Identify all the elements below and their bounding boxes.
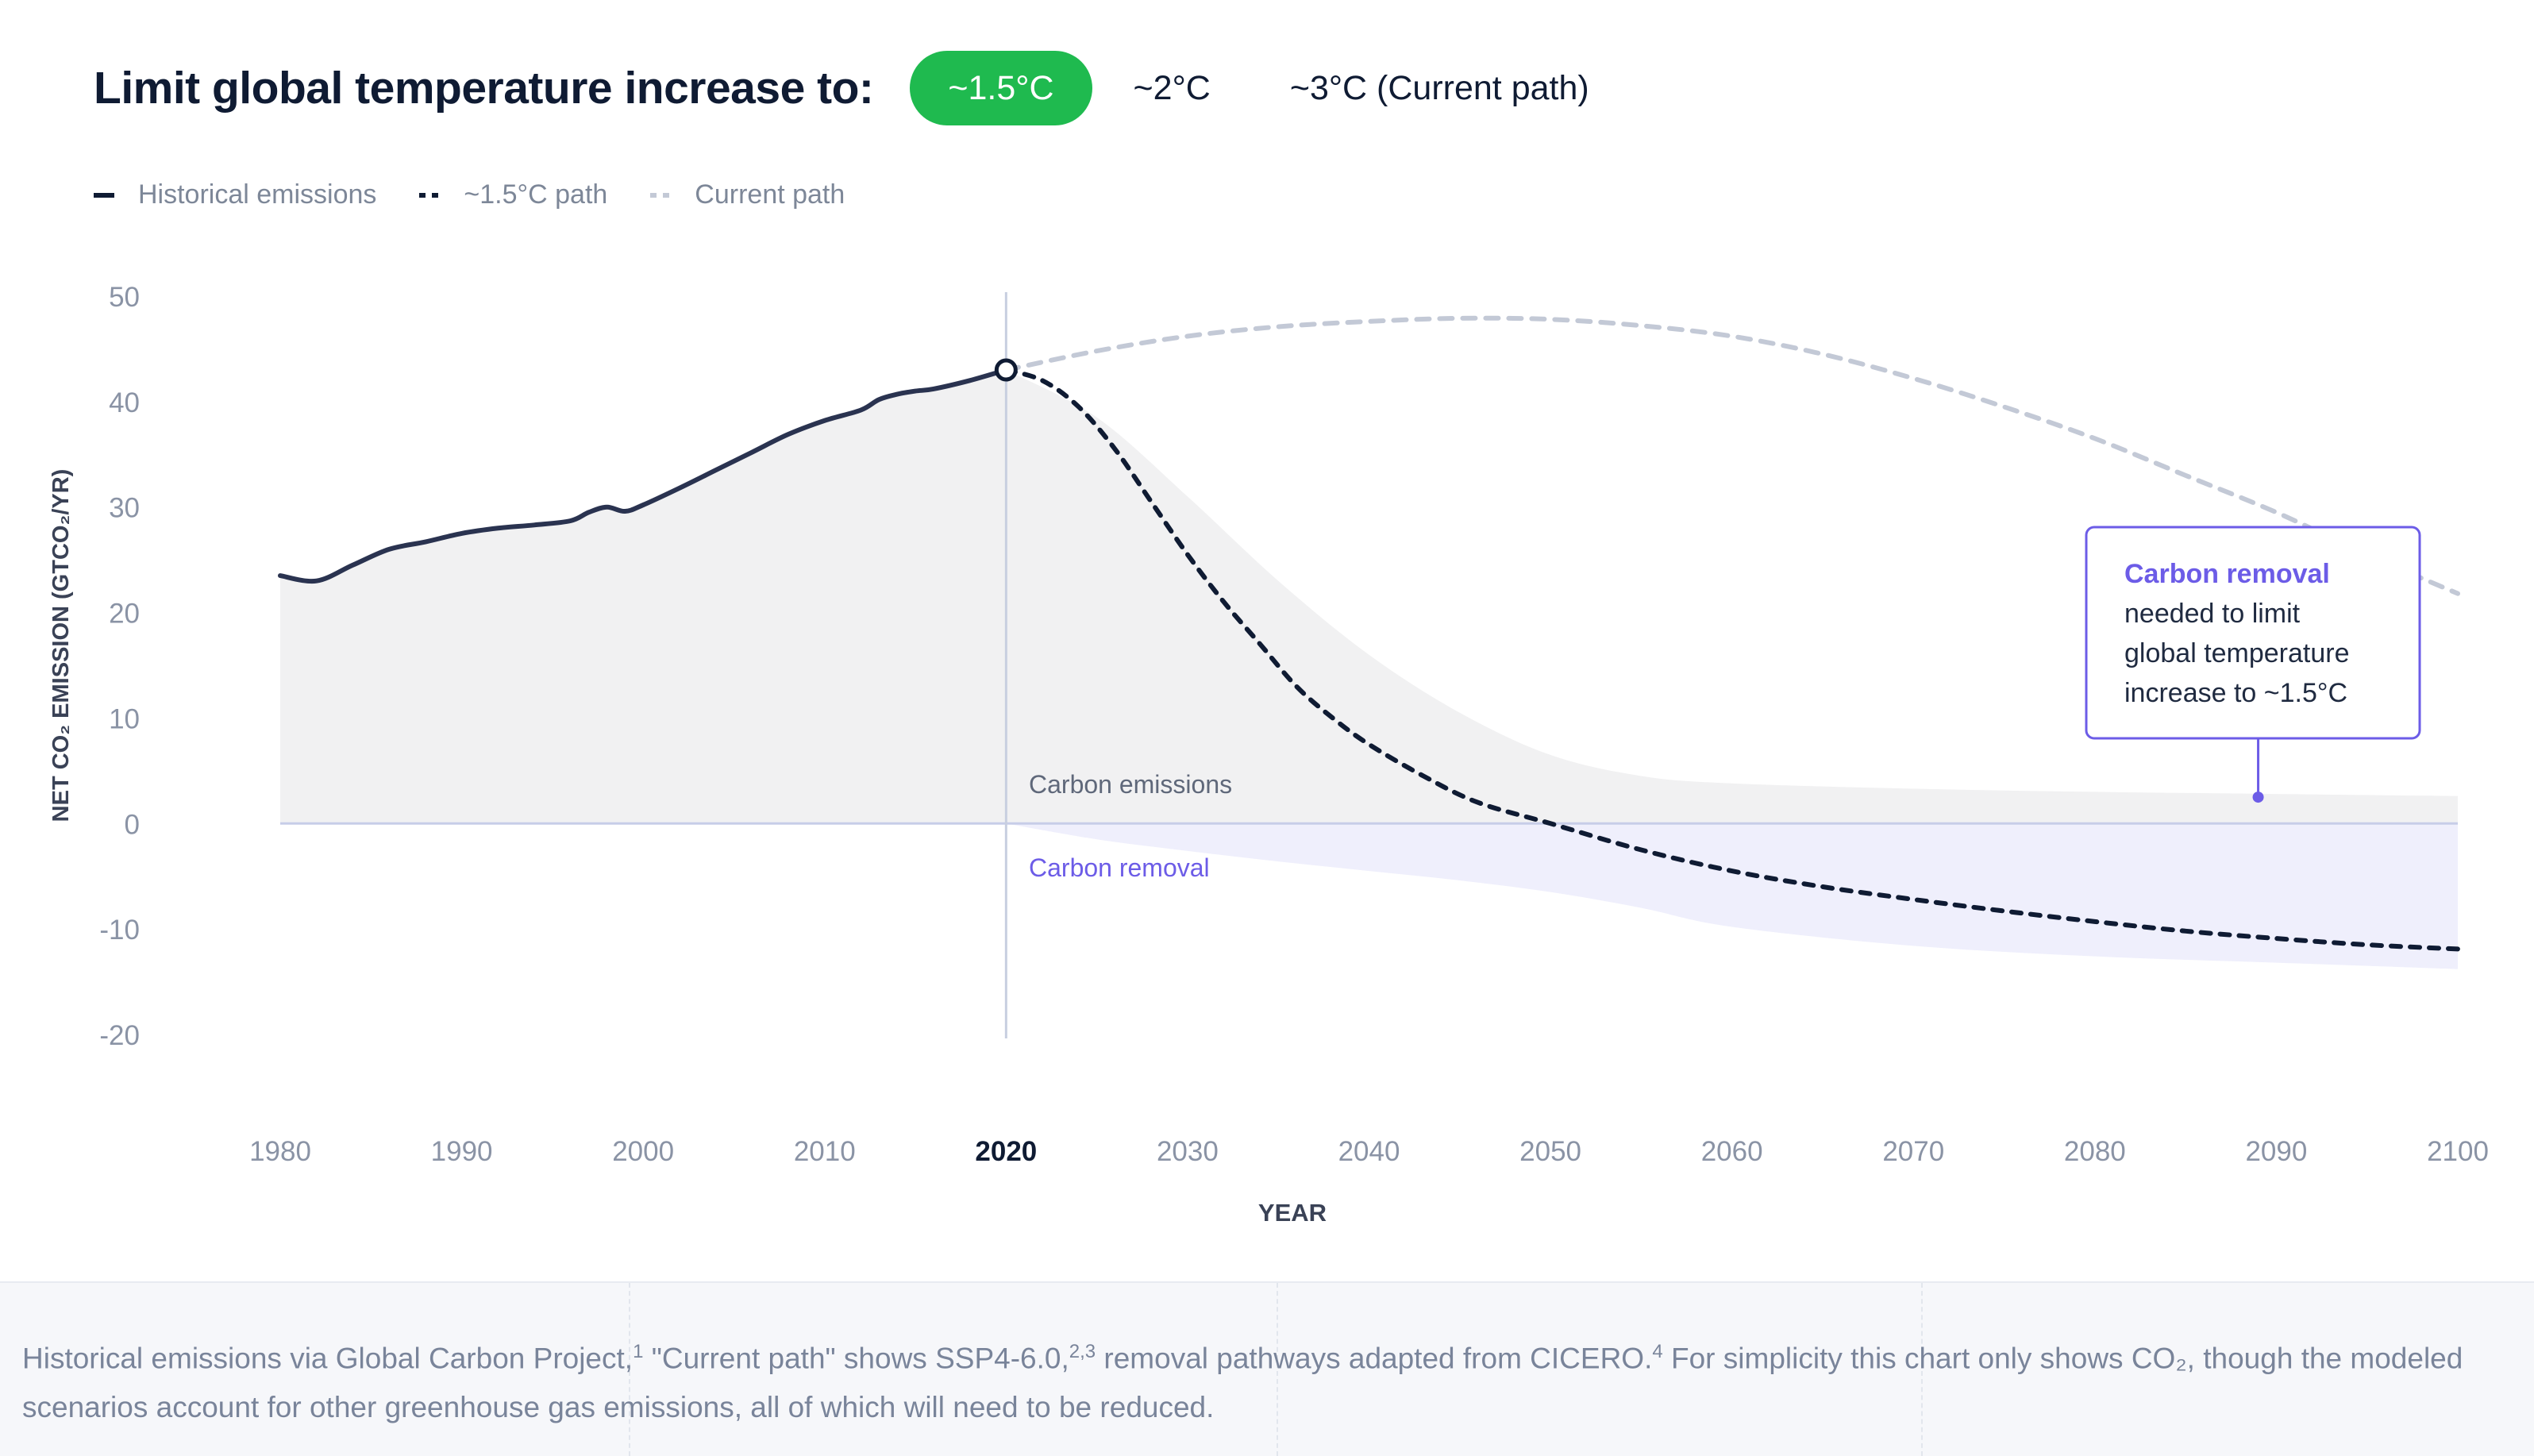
y-tick-label: 0 [125,809,140,840]
carbon-removal-area [1006,823,2458,969]
y-tick-label: 50 [109,282,140,313]
y-tick-label: 40 [109,387,140,418]
legend-item-1-5c-path: ~1.5°C path [419,179,607,210]
historical-emissions-line [278,368,1009,584]
x-tick-label: 2040 [1338,1136,1400,1167]
y-tick-label: 30 [109,493,140,524]
current-path-line [1003,315,2460,596]
historical-emissions-area [280,370,1007,824]
legend-label-historical: Historical emissions [138,179,377,210]
legend-swatch-current-path [650,192,672,198]
callout-title: Carbon removal [2124,559,2330,589]
x-tick-label: 2030 [1157,1136,1219,1167]
x-tick-label: 2060 [1701,1136,1763,1167]
y-tick-label: -20 [99,1020,140,1051]
labels-layer: Carbon emissions Carbon removal [1029,770,1232,882]
footnote-ref-4[interactable]: 4 [1652,1341,1663,1362]
x-tick-label: 2090 [2245,1136,2307,1167]
footnote-ref-1[interactable]: 1 [633,1341,644,1362]
legend-item-current-path: Current path [650,179,845,210]
y-axis-title: NET CO₂ EMISSION (GTCO₂/YR) [48,469,74,822]
callout-layer: Carbon removal needed to limit global temp… [2085,526,2421,803]
x-tick-label: 2070 [1882,1136,1944,1167]
callout-line: increase to ~1.5°C [2124,678,2347,708]
year-2020-marker [994,358,1018,382]
option-3c-button[interactable]: ~3°C (Current path) [1289,69,1589,107]
legend-swatch-historical [94,192,114,198]
option-1-5c-button[interactable]: ~1.5°C [910,51,1092,125]
y-tick-label: -10 [99,915,140,946]
1-5c-path-line [1003,368,2460,952]
chart-title: Limit global temperature increase to: [94,63,874,114]
x-tick-label: 2000 [612,1136,674,1167]
footer-note: Historical emissions via Global Carbon P… [22,1327,2483,1432]
footer-divider [1277,1283,1278,1456]
legend-label-current-path: Current path [695,179,845,210]
x-tick-label: 2050 [1519,1136,1581,1167]
y-tick-label: 20 [109,599,140,630]
footer-text-2: "Current path" shows SSP4-6.0, [643,1342,1069,1375]
footer-text-1: Historical emissions via Global Carbon P… [22,1342,634,1375]
callout-line: needed to limit [2124,599,2301,629]
footer-divider [629,1283,630,1456]
footer-text-3: removal pathways adapted from CICERO. [1096,1342,1653,1375]
x-tick-label: 2020 [975,1136,1037,1167]
x-tick-label: 1980 [249,1136,311,1167]
carbon-emissions-area [1006,370,2458,824]
x-axis-title: YEAR [1258,1199,1327,1227]
x-tick-label: 1990 [431,1136,493,1167]
callout-point [2252,792,2264,803]
series-layer [278,315,2460,952]
x-tick-label: 2080 [2064,1136,2126,1167]
areas-layer [280,370,2458,969]
legend-swatch-1-5c-path [419,192,441,198]
x-tick-label: 2100 [2427,1136,2489,1167]
carbon-emissions-label: Carbon emissions [1029,770,1232,799]
footer-divider [1921,1283,1923,1456]
header: Limit global temperature increase to: ~1… [94,51,1631,125]
callout-box [2085,526,2421,740]
option-2c-button[interactable]: ~2°C [1133,69,1211,107]
x-tick-label: 2010 [794,1136,856,1167]
footnote-ref-2-3[interactable]: 2,3 [1069,1341,1096,1362]
y-tick-label: 10 [109,703,140,734]
footer: Historical emissions via Global Carbon P… [0,1281,2534,1456]
callout-line: global temperature [2124,638,2350,668]
footer-text-4: For simplicity this chart only shows CO₂… [22,1342,2463,1424]
legend: Historical emissions ~1.5°C path Current… [94,179,888,210]
carbon-removal-label: Carbon removal [1029,853,1210,882]
legend-item-historical: Historical emissions [94,179,376,210]
legend-label-1-5c-path: ~1.5°C path [464,179,608,210]
